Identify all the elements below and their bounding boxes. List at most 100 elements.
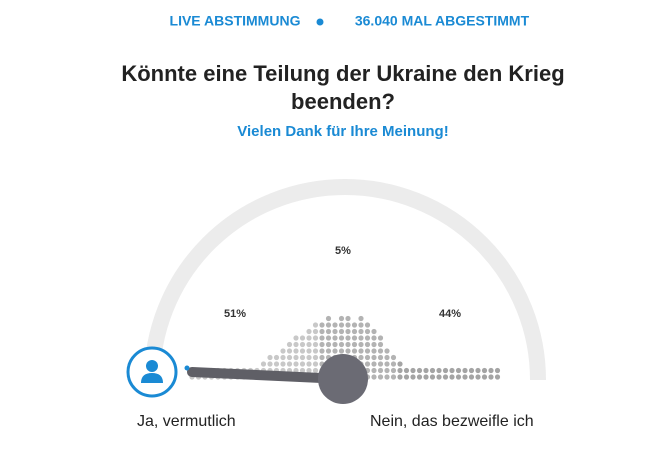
vote-dot	[351, 348, 358, 354]
vote-dot	[312, 335, 319, 341]
vote-dot	[358, 315, 364, 322]
vote-dot	[312, 354, 319, 361]
vote-dot	[338, 348, 345, 354]
avatar-body	[141, 373, 163, 383]
question: Könnte eine Teilung der Ukraine den Krie…	[121, 61, 564, 86]
vote-dot	[364, 354, 371, 361]
vote-dot	[377, 335, 384, 341]
vote-dot	[312, 341, 319, 348]
vote-dot	[403, 374, 410, 380]
vote-dot	[371, 348, 377, 354]
vote-dot	[390, 361, 397, 367]
vote-dot	[306, 367, 312, 374]
vote-dot	[462, 374, 468, 380]
vote-dot	[325, 335, 332, 341]
vote-dot	[306, 341, 312, 348]
vote-dot	[312, 361, 319, 367]
vote-dot	[293, 341, 299, 348]
vote-dot	[390, 367, 397, 374]
vote-dot	[397, 374, 403, 380]
vote-dot	[319, 328, 325, 335]
vote-dot	[338, 328, 345, 335]
vote-dot	[358, 348, 364, 354]
vote-dot	[377, 354, 384, 361]
answer-label[interactable]: Nein, das bezweifle ich	[370, 413, 534, 430]
vote-dot	[397, 361, 403, 367]
vote-dot	[436, 367, 442, 374]
vote-dot	[273, 354, 280, 361]
vote-dot	[390, 354, 397, 361]
vote-dot	[442, 367, 449, 374]
vote-dot	[273, 361, 280, 367]
vote-dot	[312, 348, 319, 354]
vote-dot	[442, 374, 449, 380]
vote-dot	[384, 374, 390, 380]
vote-dot	[384, 348, 390, 354]
vote-dot	[358, 328, 364, 335]
vote-dot	[436, 374, 442, 380]
vote-dot	[371, 335, 377, 341]
avatar-head	[146, 360, 158, 372]
vote-dot	[494, 367, 501, 374]
vote-dot	[475, 367, 481, 374]
vote-dot	[351, 335, 358, 341]
vote-dot	[338, 335, 345, 341]
vote-dot	[293, 361, 299, 367]
vote-dot	[358, 322, 364, 328]
vote-dot	[325, 348, 332, 354]
vote-dot	[364, 335, 371, 341]
separator-dot	[316, 18, 324, 26]
vote-dot	[377, 361, 384, 367]
vote-dot	[468, 367, 475, 374]
vote-dot	[299, 335, 306, 341]
vote-dot	[332, 328, 338, 335]
vote-dot	[345, 328, 351, 335]
vote-dot	[280, 354, 286, 361]
vote-dot	[494, 374, 501, 380]
vote-dot	[332, 335, 338, 341]
vote-dot	[306, 354, 312, 361]
vote-dot	[332, 348, 338, 354]
vote-dot	[299, 361, 306, 367]
vote-dot	[299, 367, 306, 374]
vote-dot	[481, 367, 488, 374]
vote-dot	[260, 361, 267, 367]
vote-dot	[332, 322, 338, 328]
vote-dot	[364, 328, 371, 335]
vote-dot	[390, 374, 397, 380]
vote-dot	[345, 335, 351, 341]
vote-dot	[312, 322, 319, 328]
vote-dot	[293, 335, 299, 341]
vote-dot	[455, 374, 462, 380]
vote-dot	[475, 374, 481, 380]
vote-dot	[449, 374, 455, 380]
user-marker	[184, 365, 190, 371]
vote-dot	[332, 341, 338, 348]
vote-dot	[371, 361, 377, 367]
vote-dot	[455, 367, 462, 374]
vote-dot	[397, 367, 403, 374]
vote-dot	[299, 341, 306, 348]
vote-dot	[371, 367, 377, 374]
answer-label[interactable]: Ja, vermutlich	[137, 413, 236, 430]
needle-hub	[318, 354, 368, 404]
vote-dot	[312, 367, 319, 374]
question: beenden?	[291, 89, 395, 114]
vote-dot	[416, 367, 423, 374]
vote-dot	[481, 374, 488, 380]
vote-dot	[371, 354, 377, 361]
vote-dot	[423, 374, 429, 380]
vote-dot	[312, 328, 319, 335]
vote-dot	[280, 348, 286, 354]
vote-dot	[267, 354, 273, 361]
vote-dot	[358, 341, 364, 348]
vote-dot	[403, 367, 410, 374]
vote-dot	[351, 341, 358, 348]
vote-dot	[429, 367, 436, 374]
vote-dot	[371, 374, 377, 380]
vote-dot	[410, 367, 416, 374]
vote-dot	[338, 322, 345, 328]
vote-dot	[377, 348, 384, 354]
vote-dot	[358, 354, 364, 361]
vote-dot	[429, 374, 436, 380]
